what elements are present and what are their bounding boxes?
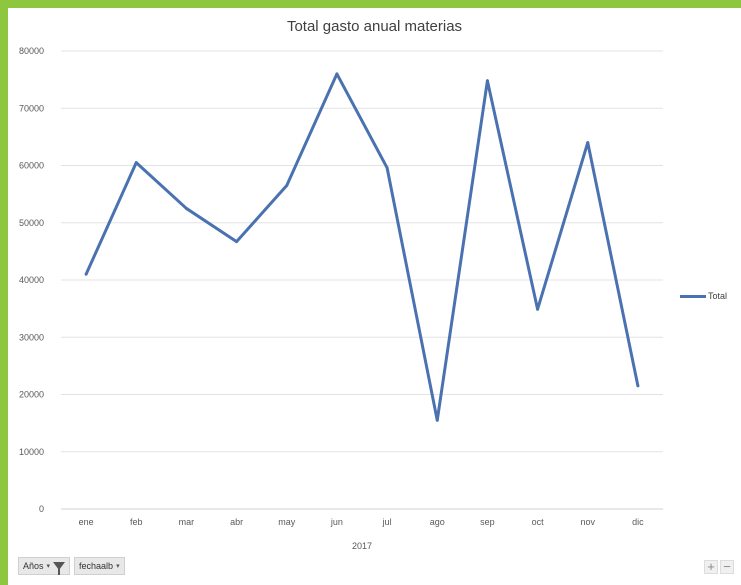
x-tick-label: jun [330,517,343,527]
line-chart: 0 10000 20000 30000 40000 50000 60000 70000 8000… [8,8,741,585]
y-tick-label: 40000 [19,275,44,285]
x-tick-label: feb [130,517,143,527]
x-tick-label: ene [79,517,94,527]
y-tick-label: 10000 [19,447,44,457]
years-field-label: Años [23,561,44,571]
y-tick-label: 60000 [19,161,44,171]
data-point[interactable] [586,141,589,144]
y-tick-label: 20000 [19,390,44,400]
y-tick-label: 50000 [19,218,44,228]
date-field-button[interactable]: fechaalb ▾ [74,557,125,575]
data-point[interactable] [636,384,639,387]
y-tick-label: 30000 [19,332,44,342]
y-tick-label: 80000 [19,46,44,56]
data-point[interactable] [185,207,188,210]
data-point[interactable] [386,166,389,169]
x-tick-label: ago [430,517,445,527]
data-point[interactable] [135,161,138,164]
legend-swatch-total [680,295,706,298]
y-tick-label: 0 [39,504,44,514]
data-point[interactable] [335,72,338,75]
data-point[interactable] [536,308,539,311]
x-tick-label: jul [382,517,392,527]
data-point[interactable] [235,240,238,243]
pivot-field-buttons: Años ▾ fechaalb ▾ [18,557,125,575]
filter-icon [53,562,65,570]
x-tick-label: may [278,517,296,527]
chevron-down-icon: ▾ [47,562,51,570]
x-tick-label: dic [632,517,644,527]
chevron-down-icon: ▾ [116,562,120,570]
years-field-button[interactable]: Años ▾ [18,557,70,575]
x-tick-label: abr [230,517,243,527]
data-point[interactable] [285,184,288,187]
data-point[interactable] [85,273,88,276]
data-point[interactable] [436,419,439,422]
x-tick-label: nov [580,517,595,527]
x-tick-label: oct [532,517,545,527]
legend[interactable]: Total [680,291,727,301]
legend-label-total: Total [708,291,727,301]
x-tick-label: sep [480,517,495,527]
x-tick-label: mar [179,517,195,527]
chart-title: Total gasto anual materias [8,18,741,35]
date-field-label: fechaalb [79,561,113,571]
chart-area: 0 10000 20000 30000 40000 50000 60000 70000 8000… [8,8,741,585]
x-group-label: 2017 [352,541,372,551]
y-tick-label: 70000 [19,103,44,113]
series-line-total[interactable] [86,74,638,420]
zoom-controls: + − [704,560,734,574]
collapse-button[interactable]: − [720,560,734,574]
data-point[interactable] [486,79,489,82]
expand-button[interactable]: + [704,560,718,574]
